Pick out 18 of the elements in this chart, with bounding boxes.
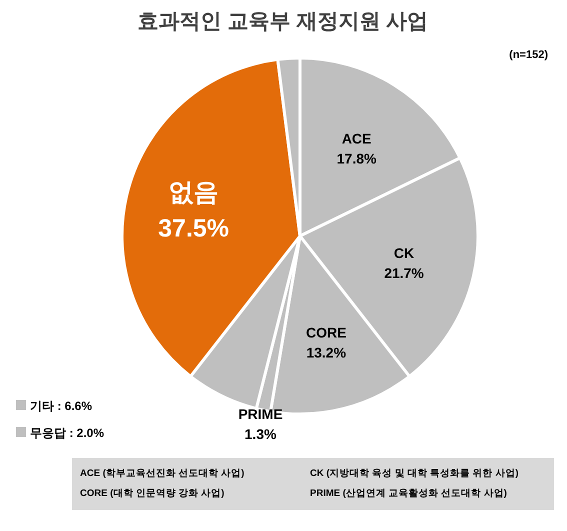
data-label: 37.5% (158, 214, 230, 243)
data-label: 1.3% (244, 426, 277, 442)
slice-label: 없음 (168, 178, 219, 207)
data-label: 13.2% (306, 344, 347, 361)
text: CK (지방대학 육성 및 대학 특성화를 위한 사업) (310, 468, 519, 479)
chart-title: 효과적인 교육부 재정지원 사업 (138, 10, 428, 33)
slice-label: PRIME (238, 406, 283, 422)
slice-label: CK (394, 245, 414, 262)
text: PRIME (산업연계 교육활성화 선도대학 사업) (310, 488, 507, 499)
text: (n=152) (509, 49, 548, 61)
data-label: 21.7% (384, 265, 424, 282)
text: ACE (학부교육선진화 선도대학 사업) (80, 468, 244, 479)
slice-label: CORE (306, 324, 346, 341)
data-label: 17.8% (336, 150, 378, 166)
legend-label: 무응답 : 2.0% (30, 426, 104, 440)
legend-label: 기타 : 6.6% (30, 399, 92, 413)
text: CORE (대학 인문역량 강화 사업) (80, 488, 224, 499)
slice-label: ACE (342, 130, 372, 146)
